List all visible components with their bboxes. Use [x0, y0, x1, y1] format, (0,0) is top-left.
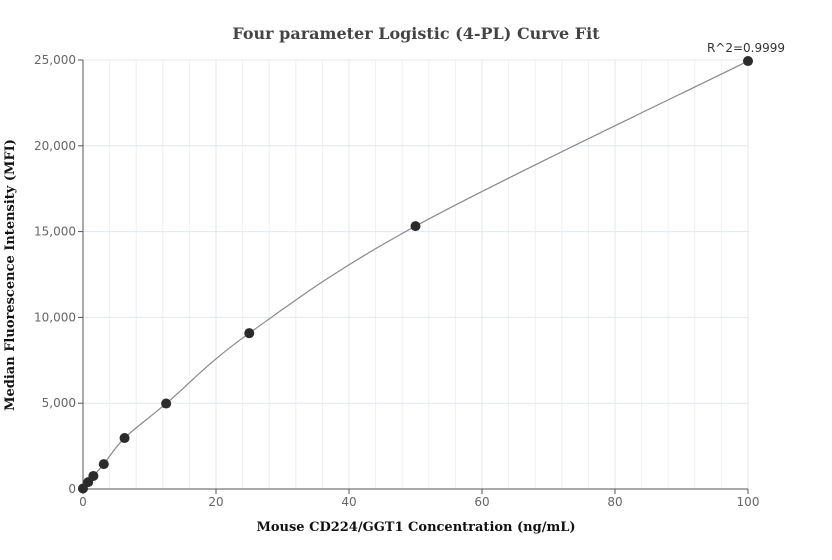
y-tick-label: 20,000	[34, 139, 76, 153]
x-tick-label: 20	[208, 495, 223, 509]
x-tick-label: 60	[474, 495, 489, 509]
data-point	[119, 433, 130, 444]
grid	[83, 59, 749, 489]
data-point	[88, 470, 99, 481]
data-points	[78, 56, 753, 494]
x-tick-label: 0	[79, 495, 87, 509]
data-point	[161, 398, 172, 409]
data-point	[743, 56, 753, 67]
y-tick-label: 0	[68, 482, 76, 496]
y-tick-label: 5,000	[42, 396, 76, 410]
data-point	[244, 328, 255, 339]
fit-curve	[82, 60, 749, 489]
data-point	[410, 221, 421, 232]
y-axis-label: Median Fluorescence Intensity (MFI)	[3, 139, 18, 411]
y-tick-label: 15,000	[34, 225, 76, 239]
x-tick-label: 40	[341, 495, 356, 509]
y-tick-label: 10,000	[34, 310, 76, 324]
x-axis-label: Mouse CD224/GGT1 Concentration (ng/mL)	[256, 520, 575, 535]
y-tick-label: 25,000	[34, 53, 76, 67]
x-tick-label: 80	[607, 495, 622, 509]
x-tick-label: 100	[737, 495, 760, 509]
data-point	[98, 459, 109, 470]
r-squared-annotation: R^2=0.9999	[707, 41, 785, 55]
ticks: 0 20 40 60 80 100 0 5,000 10,000 15,000 20,000 25,0…	[34, 53, 759, 509]
chart-title: Four parameter Logistic (4-PL) Curve Fit	[232, 24, 600, 43]
